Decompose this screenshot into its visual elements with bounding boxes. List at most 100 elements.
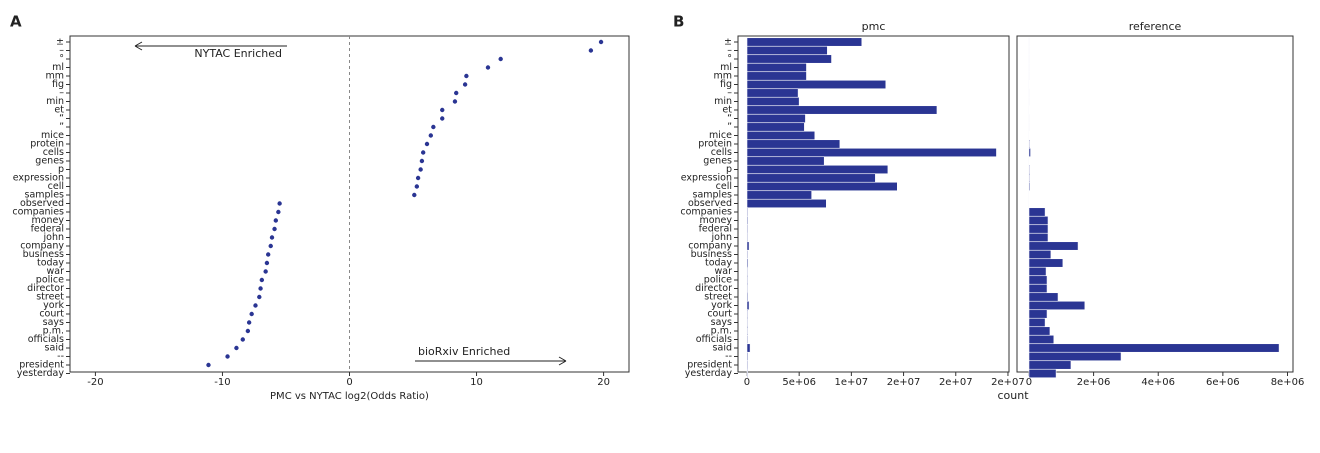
bar	[1028, 368, 1057, 379]
bar	[746, 368, 749, 379]
point	[431, 124, 436, 130]
point	[264, 260, 270, 266]
point	[249, 311, 254, 317]
y-tick-label: p	[58, 164, 64, 175]
x-tick-label: -10	[214, 377, 230, 388]
y-tick-label: money	[31, 215, 64, 226]
bar	[1028, 292, 1059, 302]
y-tick-label: today	[37, 258, 64, 269]
y-tick-label: police	[704, 275, 732, 286]
point	[424, 141, 430, 147]
point	[234, 345, 239, 351]
bar	[746, 215, 749, 226]
y-tick-label: john	[711, 232, 733, 243]
point	[257, 294, 262, 300]
bar	[746, 190, 813, 200]
y-tick-label: street	[36, 292, 64, 303]
x-tick-label: 5e+06	[782, 377, 816, 388]
bar	[746, 326, 748, 336]
y-tick-label: °	[59, 54, 64, 65]
bar	[746, 198, 827, 209]
point	[276, 209, 281, 215]
y-tick-label: business	[691, 249, 732, 260]
bar	[1028, 351, 1122, 362]
x-tick-label: 0	[1026, 377, 1032, 388]
y-tick-label: --	[57, 351, 64, 362]
point	[588, 48, 594, 53]
bar	[1028, 164, 1030, 175]
bar	[1028, 360, 1072, 370]
x-tick-label: 0	[346, 377, 352, 388]
y-tick-label: director	[27, 283, 64, 294]
y-tick-label: –	[727, 88, 732, 99]
bar	[1028, 275, 1048, 285]
point	[259, 277, 265, 283]
y-tick-label: officials	[28, 334, 64, 345]
x-tick-label: 1e+07	[835, 377, 869, 388]
panel-label: B	[673, 13, 684, 31]
x-tick-label: 10	[470, 377, 483, 388]
bar	[1028, 266, 1047, 277]
bar	[746, 207, 749, 217]
bar	[746, 147, 997, 158]
bar	[1028, 317, 1046, 328]
arrowhead	[558, 356, 567, 366]
y-tick-label: genes	[35, 156, 64, 167]
x-tick-label: -20	[87, 377, 103, 388]
bar	[746, 266, 748, 277]
point	[272, 226, 277, 232]
y-tick-label: p.m.	[43, 326, 64, 337]
bar	[746, 309, 749, 319]
bar	[746, 343, 751, 353]
y-tick-label: genes	[703, 156, 732, 167]
bar	[746, 283, 748, 294]
y-tick-label: officials	[696, 334, 732, 345]
y-tick-label: director	[695, 283, 732, 294]
y-tick-label: money	[699, 215, 732, 226]
y-tick-label: says	[711, 317, 732, 328]
point	[420, 150, 426, 155]
x-tick-label: 2e+07	[939, 377, 973, 388]
point	[419, 158, 425, 164]
bar	[746, 351, 749, 362]
y-tick-label: yesterday	[685, 368, 733, 379]
point	[415, 175, 421, 181]
bar	[746, 54, 832, 64]
point	[598, 39, 604, 45]
y-tick-label: court	[707, 309, 732, 320]
bar	[746, 113, 806, 124]
point	[464, 73, 469, 79]
bar	[1028, 232, 1049, 243]
point	[269, 235, 275, 240]
bar	[1028, 343, 1280, 353]
bar	[1028, 326, 1051, 336]
bar	[1028, 139, 1030, 149]
y-tick-label: cells	[43, 147, 64, 158]
y-tick-label: federal	[699, 224, 732, 235]
y-tick-label: companies	[12, 207, 64, 218]
point	[485, 65, 491, 70]
bar	[746, 173, 876, 183]
y-tick-label: observed	[20, 198, 64, 209]
point	[412, 192, 417, 198]
bar	[746, 139, 841, 149]
point	[268, 243, 273, 249]
y-tick-label: protein	[30, 139, 64, 150]
y-tick-label: police	[36, 275, 64, 286]
y-tick-label: observed	[688, 198, 732, 209]
y-tick-label: min	[46, 96, 64, 107]
y-tick-label: cell	[48, 181, 64, 192]
bar	[746, 249, 749, 260]
bar	[746, 164, 889, 175]
point	[428, 133, 434, 138]
bar	[746, 45, 828, 56]
y-tick-label: protein	[698, 139, 732, 150]
bar	[746, 79, 887, 90]
x-axis-label: PMC vs NYTAC log2(Odds Ratio)	[270, 391, 429, 402]
y-tick-label: york	[43, 300, 64, 311]
bar	[746, 232, 749, 243]
point	[265, 252, 271, 257]
y-tick-label: company	[20, 241, 64, 252]
bar	[746, 130, 816, 141]
point	[498, 56, 503, 62]
